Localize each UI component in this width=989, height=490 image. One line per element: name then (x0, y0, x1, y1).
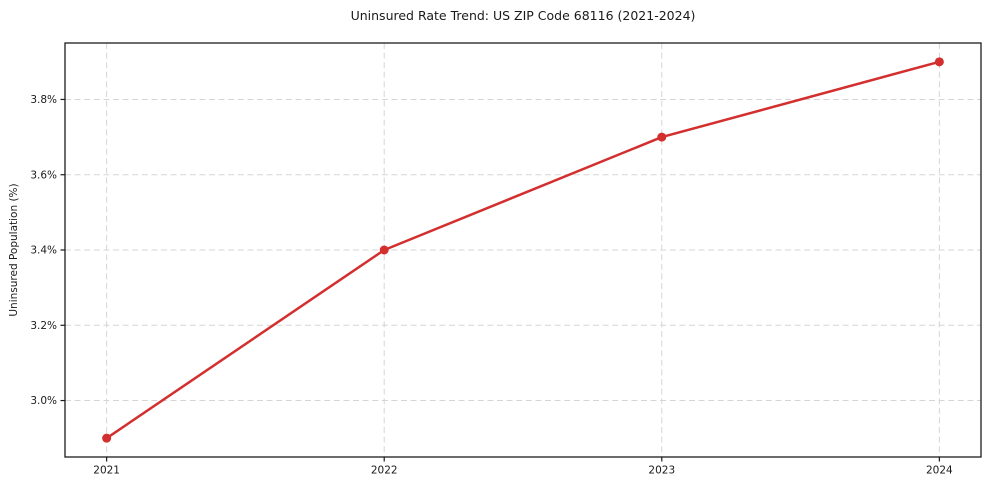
y-tick-label: 3.2% (30, 320, 57, 332)
y-tick-label: 3.6% (30, 169, 57, 181)
x-tick-label: 2022 (371, 465, 398, 477)
y-tick-label: 3.0% (30, 395, 57, 407)
x-tick-label: 2021 (93, 465, 120, 477)
trend-line (105, 60, 941, 440)
x-tick-label: 2024 (926, 465, 953, 477)
data-point-2024 (934, 57, 944, 67)
y-tick-label: 3.4% (30, 245, 57, 257)
data-point-2022 (379, 245, 389, 255)
data-point-2023 (657, 132, 667, 142)
chart-title: Uninsured Rate Trend: US ZIP Code 68116 … (350, 8, 696, 23)
y-tick-label: 3.8% (30, 94, 57, 106)
data-point-2021 (102, 433, 112, 443)
x-tick-label: 2023 (648, 465, 675, 477)
